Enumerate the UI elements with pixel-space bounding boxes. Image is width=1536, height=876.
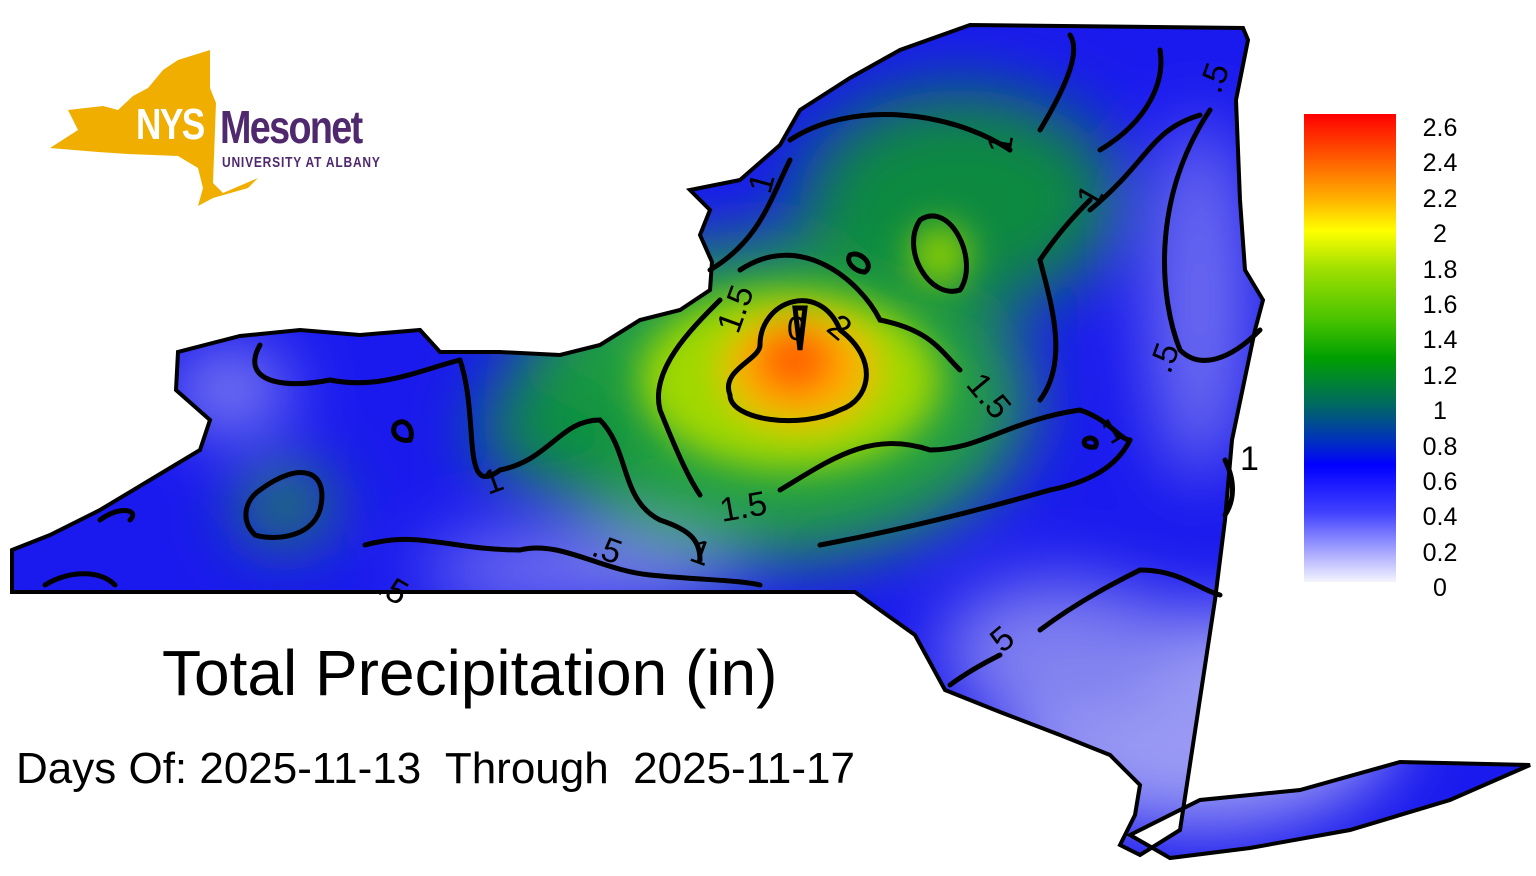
legend-tick-label: 0.4 [1422,503,1458,532]
legend-tick-label: 2.4 [1422,149,1458,178]
legend-tick-label: 2.2 [1422,184,1458,213]
nys-mesonet-logo: NYS Mesonet UNIVERSITY AT ALBANY [48,48,398,208]
legend-tick-label: 2.6 [1422,114,1458,142]
legend-tick-label: 0.8 [1422,432,1458,461]
date-range: Days Of: 2025-11-13 Through 2025-11-17 [16,744,855,793]
legend-tick-label: 0 [1433,574,1447,603]
ny-state-silhouette-icon [50,50,258,206]
legend-tick-label: 1.4 [1422,326,1458,355]
legend-tick-label: 0.2 [1422,538,1458,567]
contour-label: 0 [787,310,806,348]
legend-tick-label: 1 [1433,397,1447,426]
logo-nys-text: NYS [136,100,205,149]
legend-tick-label: 1.2 [1422,361,1458,390]
contour-label: 1.5 [717,484,770,530]
logo-university-text: UNIVERSITY AT ALBANY [222,154,381,171]
legend-tick-label: 1.6 [1422,291,1458,319]
map-title: Total Precipitation (in) [162,637,778,709]
legend-tick-label: 1.8 [1422,255,1458,284]
contour-label: 1 [1240,440,1259,478]
legend-tick-label: 2 [1433,220,1447,249]
color-scale-bar [1304,114,1396,582]
logo-mesonet-text: Mesonet [220,101,363,153]
legend-tick-label: 0.6 [1422,468,1458,496]
